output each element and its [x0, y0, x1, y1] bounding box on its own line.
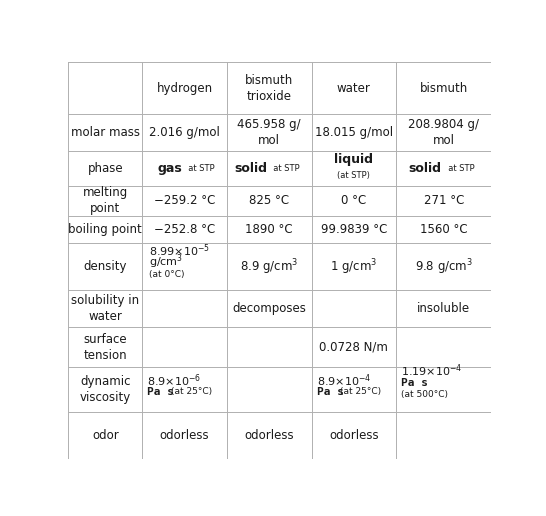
Text: bismuth
trioxide: bismuth trioxide — [245, 74, 293, 103]
Text: odor: odor — [92, 429, 118, 442]
Text: (at 500°C): (at 500°C) — [401, 390, 448, 399]
Text: (at 0°C): (at 0°C) — [149, 269, 184, 279]
Text: 1 g/cm$^3$: 1 g/cm$^3$ — [330, 257, 377, 277]
Text: 2.016 g/mol: 2.016 g/mol — [149, 126, 220, 139]
Text: Pa s: Pa s — [401, 378, 428, 388]
Text: −259.2 °C: −259.2 °C — [154, 195, 215, 207]
Text: solid: solid — [234, 162, 267, 175]
Text: solid: solid — [408, 162, 442, 175]
Text: 8.9$\mathsf{\times}$10$^{-4}$: 8.9$\mathsf{\times}$10$^{-4}$ — [317, 373, 371, 389]
Text: 1560 °C: 1560 °C — [420, 223, 467, 236]
Text: 271 °C: 271 °C — [424, 195, 464, 207]
Text: phase: phase — [87, 162, 123, 175]
Text: odorless: odorless — [160, 429, 210, 442]
Text: melting
point: melting point — [82, 186, 128, 215]
Text: boiling point: boiling point — [68, 223, 142, 236]
Text: water: water — [337, 82, 371, 94]
Text: 0.0728 N/m: 0.0728 N/m — [319, 341, 388, 353]
Text: 465.958 g/
mol: 465.958 g/ mol — [238, 118, 301, 148]
Text: dynamic
viscosity: dynamic viscosity — [80, 375, 131, 404]
Text: odorless: odorless — [245, 429, 294, 442]
Text: at STP: at STP — [183, 164, 215, 173]
Text: Pa s: Pa s — [317, 386, 343, 397]
Text: gas: gas — [158, 162, 182, 175]
Text: Pa s: Pa s — [147, 386, 174, 397]
Text: 8.99$\mathsf{\times}$10$^{-5}$: 8.99$\mathsf{\times}$10$^{-5}$ — [149, 242, 210, 259]
Text: density: density — [84, 261, 127, 273]
Text: solubility in
water: solubility in water — [71, 294, 139, 324]
Text: (at 25°C): (at 25°C) — [171, 387, 212, 396]
Text: (at STP): (at STP) — [337, 171, 370, 180]
Text: decomposes: decomposes — [232, 302, 306, 315]
Text: odorless: odorless — [329, 429, 379, 442]
Text: 208.9804 g/
mol: 208.9804 g/ mol — [408, 118, 479, 148]
Text: bismuth: bismuth — [420, 82, 468, 94]
Text: 0 °C: 0 °C — [341, 195, 366, 207]
Text: surface
tension: surface tension — [84, 333, 127, 362]
Text: liquid: liquid — [334, 153, 373, 166]
Text: hydrogen: hydrogen — [157, 82, 213, 94]
Text: 8.9$\mathsf{\times}$10$^{-6}$: 8.9$\mathsf{\times}$10$^{-6}$ — [147, 373, 201, 389]
Text: 99.9839 °C: 99.9839 °C — [321, 223, 387, 236]
Text: molar mass: molar mass — [71, 126, 140, 139]
Text: 18.015 g/mol: 18.015 g/mol — [315, 126, 393, 139]
Text: (at 25°C): (at 25°C) — [340, 387, 381, 396]
Text: at STP: at STP — [268, 164, 300, 173]
Text: 8.9 g/cm$^3$: 8.9 g/cm$^3$ — [240, 257, 299, 277]
Text: −252.8 °C: −252.8 °C — [154, 223, 215, 236]
Text: 9.8 g/cm$^3$: 9.8 g/cm$^3$ — [415, 257, 473, 277]
Text: g/cm$^3$: g/cm$^3$ — [149, 252, 183, 271]
Text: insoluble: insoluble — [417, 302, 470, 315]
Text: at STP: at STP — [442, 164, 474, 173]
Text: 825 °C: 825 °C — [249, 195, 289, 207]
Text: 1890 °C: 1890 °C — [246, 223, 293, 236]
Text: 1.19$\mathsf{\times}$10$^{-4}$: 1.19$\mathsf{\times}$10$^{-4}$ — [401, 362, 462, 379]
